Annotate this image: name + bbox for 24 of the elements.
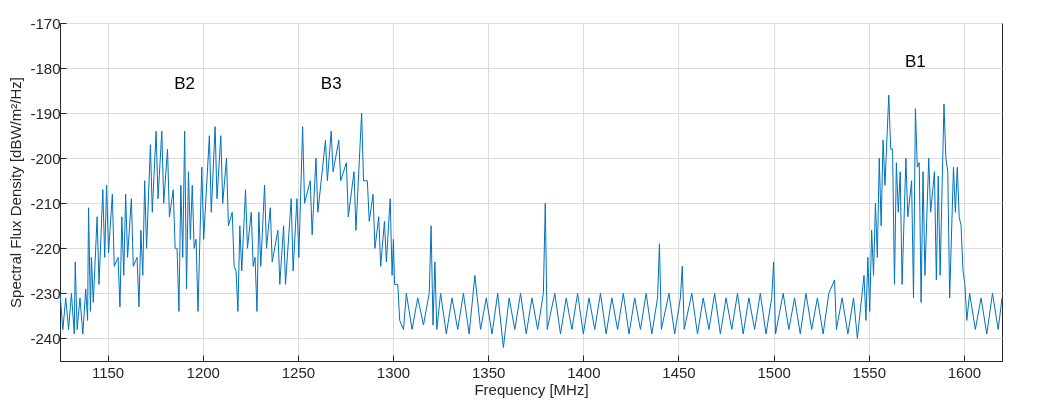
x-tick-label: 1350: [471, 363, 506, 381]
annotation: B3: [320, 74, 342, 94]
y-tick-label: -200: [30, 149, 61, 167]
line-series: [59, 94, 1003, 348]
x-tick-label: 1450: [662, 363, 696, 381]
y-axis-title: Spectral Flux Density [dBW/m²/Hz]: [7, 77, 25, 308]
y-tick-label: -230: [30, 284, 61, 302]
x-tick-label: 1250: [281, 363, 316, 381]
y-tick-label: -170: [30, 14, 61, 32]
y-tick-label: -180: [30, 59, 61, 77]
y-tick-label: -240: [30, 329, 61, 347]
x-tick-label: 1600: [947, 363, 982, 381]
y-tick-label: -210: [30, 194, 61, 212]
x-axis-title: Frequency [MHz]: [474, 380, 589, 398]
annotation: B2: [174, 74, 196, 94]
x-tick-label: 1200: [186, 363, 220, 381]
x-tick-label: 1150: [91, 363, 125, 381]
y-tick-label: -220: [30, 239, 61, 257]
x-tick-label: 1500: [757, 363, 791, 381]
y-tick-label: -190: [30, 104, 61, 122]
annotation: B1: [905, 51, 926, 71]
x-tick-label: 1400: [567, 363, 601, 381]
x-tick-label: 1550: [852, 363, 886, 381]
x-tick-label: 1300: [376, 363, 411, 381]
